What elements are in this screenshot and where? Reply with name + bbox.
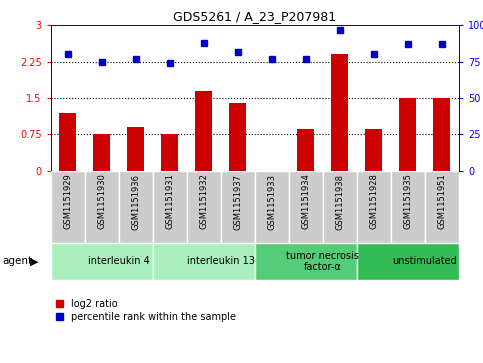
Bar	[365, 129, 383, 171]
Text: GSM1151938: GSM1151938	[335, 174, 344, 229]
Bar	[51, 171, 85, 243]
Bar	[391, 171, 425, 243]
Bar	[221, 171, 255, 243]
Bar	[187, 171, 221, 243]
Title: GDS5261 / A_23_P207981: GDS5261 / A_23_P207981	[173, 10, 336, 23]
Text: GSM1151930: GSM1151930	[97, 174, 106, 229]
Text: interleukin 13: interleukin 13	[187, 256, 255, 266]
Bar	[425, 171, 459, 243]
Text: GSM1151951: GSM1151951	[437, 174, 446, 229]
Text: interleukin 4: interleukin 4	[88, 256, 150, 266]
Bar	[51, 243, 153, 280]
Bar	[153, 243, 255, 280]
Bar	[298, 130, 314, 171]
Text: ▶: ▶	[30, 256, 39, 266]
Text: agent: agent	[2, 256, 32, 266]
Text: GSM1151931: GSM1151931	[165, 174, 174, 229]
Text: GSM1151934: GSM1151934	[301, 174, 310, 229]
Bar	[161, 134, 178, 171]
Bar	[59, 113, 76, 171]
Text: tumor necrosis
factor-α: tumor necrosis factor-α	[286, 250, 359, 272]
Bar	[289, 171, 323, 243]
Text: GSM1151936: GSM1151936	[131, 174, 140, 229]
Bar	[195, 91, 212, 171]
Bar	[255, 243, 357, 280]
Text: GSM1151928: GSM1151928	[369, 174, 378, 229]
Bar	[255, 171, 289, 243]
Bar	[357, 243, 459, 280]
Text: GSM1151929: GSM1151929	[63, 174, 72, 229]
Bar	[127, 127, 144, 171]
Text: GSM1151933: GSM1151933	[267, 174, 276, 229]
Legend: log2 ratio, percentile rank within the sample: log2 ratio, percentile rank within the s…	[56, 299, 236, 322]
Bar	[93, 134, 110, 171]
Bar	[323, 171, 357, 243]
Text: GSM1151932: GSM1151932	[199, 174, 208, 229]
Text: GSM1151937: GSM1151937	[233, 174, 242, 229]
Bar	[357, 171, 391, 243]
Bar	[433, 98, 450, 171]
Bar	[153, 171, 187, 243]
Text: unstimulated: unstimulated	[393, 256, 457, 266]
Bar	[399, 98, 416, 171]
Bar	[229, 103, 246, 171]
Bar	[119, 171, 153, 243]
Text: GSM1151935: GSM1151935	[403, 174, 412, 229]
Bar	[331, 54, 348, 171]
Bar	[85, 171, 119, 243]
